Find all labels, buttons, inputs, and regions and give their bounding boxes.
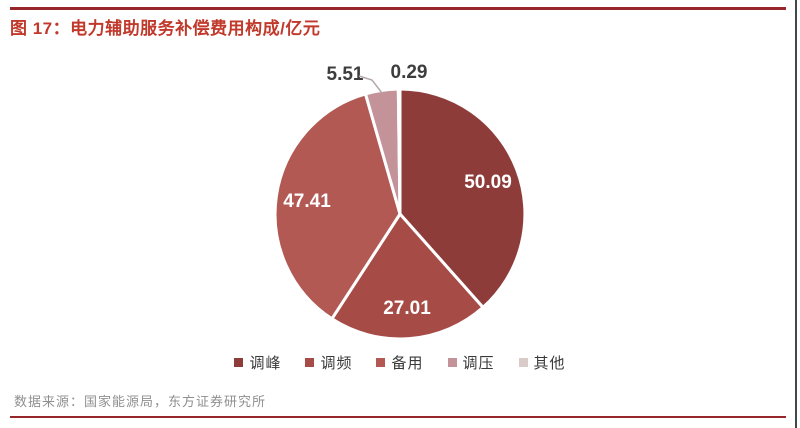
pie-value-label-reserve: 47.41: [283, 191, 331, 212]
legend-item-voltage-regulation: 调压: [447, 352, 495, 373]
pie-slice-other: [396, 87, 402, 216]
pie-slice-reserve: [273, 92, 402, 321]
pie-slice-frequency-regulation: [330, 212, 485, 341]
chart-legend: 调峰 调频 备用 调压 其他: [0, 352, 800, 373]
legend-label-frequency-regulation: 调频: [320, 354, 353, 372]
legend-swatch-peak-shaving: [234, 358, 244, 367]
legend-swatch-frequency-regulation: [305, 358, 315, 367]
legend-label-other: 其他: [533, 354, 566, 372]
pie-value-label-voltage-regulation: 5.51: [327, 64, 364, 85]
page-edge-line: [795, 0, 797, 428]
pie-value-label-peak-shaving: 50.09: [464, 172, 512, 193]
pie-value-label-other: 0.29: [391, 62, 428, 83]
figure-title: 图 17：电力辅助服务补偿费用构成/亿元: [10, 19, 321, 38]
bottom-rule: [10, 416, 786, 418]
legend-item-peak-shaving: 调峰: [234, 352, 281, 373]
legend-label-voltage-regulation: 调压: [462, 354, 495, 372]
legend-swatch-reserve: [376, 358, 386, 367]
legend-label-reserve: 备用: [391, 354, 424, 372]
top-rule: [10, 7, 786, 10]
legend-item-frequency-regulation: 调频: [305, 352, 352, 373]
legend-item-reserve: 备用: [376, 352, 423, 373]
legend-label-peak-shaving: 调峰: [249, 354, 282, 372]
legend-item-other: 其他: [518, 352, 566, 373]
pie-slice-peak-shaving: [398, 87, 527, 309]
pie-value-label-frequency-regulation: 27.01: [383, 298, 431, 319]
legend-swatch-other: [518, 358, 528, 367]
legend-swatch-voltage-regulation: [447, 358, 457, 367]
leader-line-voltage-regulation: [358, 75, 383, 94]
data-source-note: 数据来源：国家能源局，东方证券研究所: [14, 394, 267, 409]
